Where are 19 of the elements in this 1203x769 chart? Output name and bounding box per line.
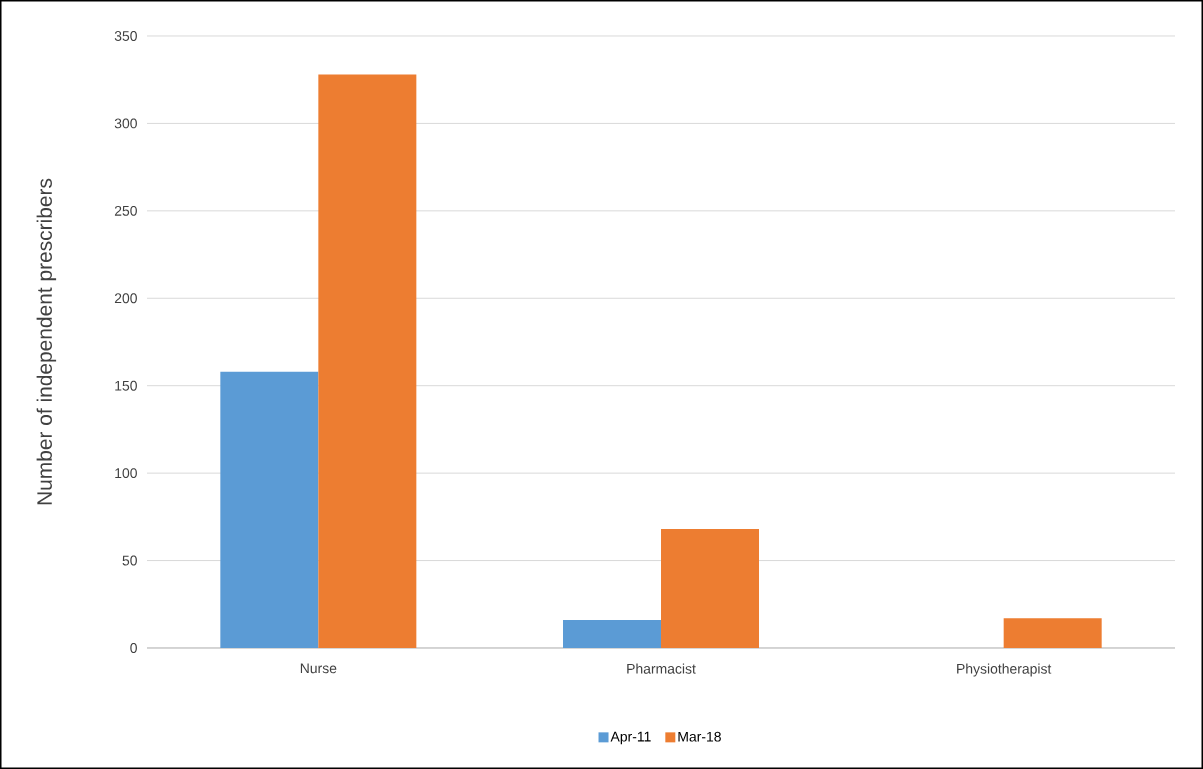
bar <box>220 371 319 648</box>
x-tick-label: Pharmacist <box>627 663 696 674</box>
bar <box>563 620 662 648</box>
bar <box>318 74 417 648</box>
y-tick-label: 0 <box>130 643 137 653</box>
bar <box>661 529 760 648</box>
x-tick-label: Nurse <box>300 663 337 674</box>
x-tick-label: Physiotherapist <box>957 663 1052 677</box>
bar <box>1003 618 1102 648</box>
y-tick-label: 50 <box>122 555 137 566</box>
legend-label: Mar-18 <box>678 731 721 742</box>
y-tick-label: 250 <box>114 205 137 216</box>
y-tick-label: 300 <box>114 118 137 129</box>
y-axis-title: Number of independent prescribers <box>36 178 57 505</box>
y-tick-label: 100 <box>115 468 137 479</box>
legend-label: Apr-11 <box>610 731 651 745</box>
y-tick-label: 200 <box>114 293 137 304</box>
y-tick-label: 150 <box>115 380 137 391</box>
y-tick-label: 350 <box>114 31 137 41</box>
